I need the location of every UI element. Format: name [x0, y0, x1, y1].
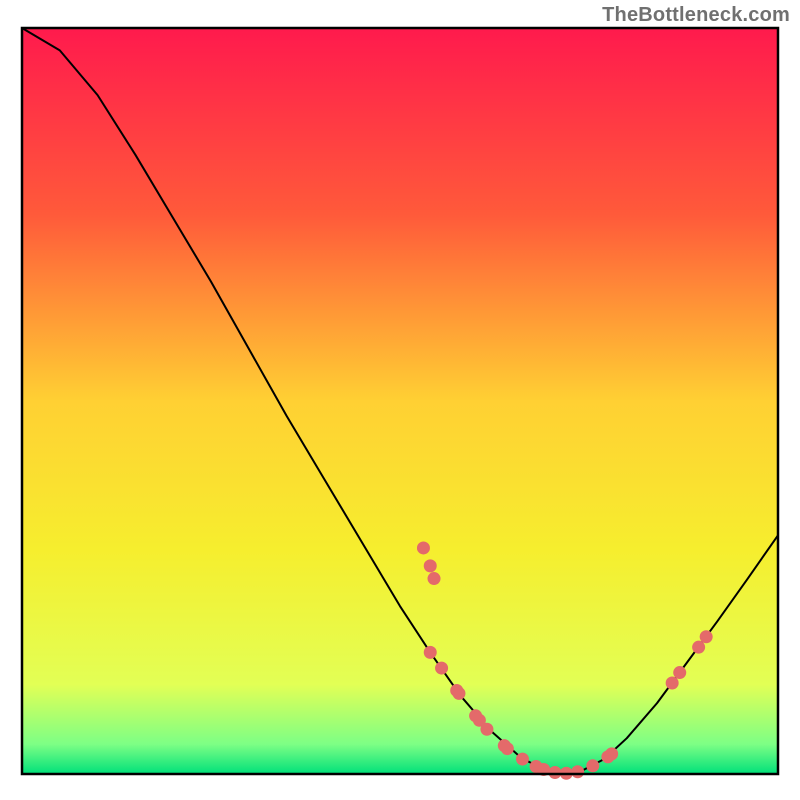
- data-marker: [700, 630, 713, 643]
- data-marker: [424, 559, 437, 572]
- data-marker: [480, 723, 493, 736]
- bottleneck-curve-chart: [0, 0, 800, 800]
- data-marker: [692, 641, 705, 654]
- gradient-background: [22, 28, 778, 774]
- data-marker: [424, 646, 437, 659]
- data-marker: [516, 753, 529, 766]
- data-marker: [548, 766, 561, 779]
- data-marker: [428, 572, 441, 585]
- data-marker: [666, 676, 679, 689]
- chart-container: TheBottleneck.com: [0, 0, 800, 800]
- data-marker: [417, 541, 430, 554]
- data-marker: [452, 687, 465, 700]
- data-marker: [501, 742, 514, 755]
- data-marker: [605, 747, 618, 760]
- data-marker: [673, 666, 686, 679]
- watermark-text: TheBottleneck.com: [602, 4, 790, 27]
- data-marker: [571, 765, 584, 778]
- data-marker: [435, 662, 448, 675]
- data-marker: [586, 759, 599, 772]
